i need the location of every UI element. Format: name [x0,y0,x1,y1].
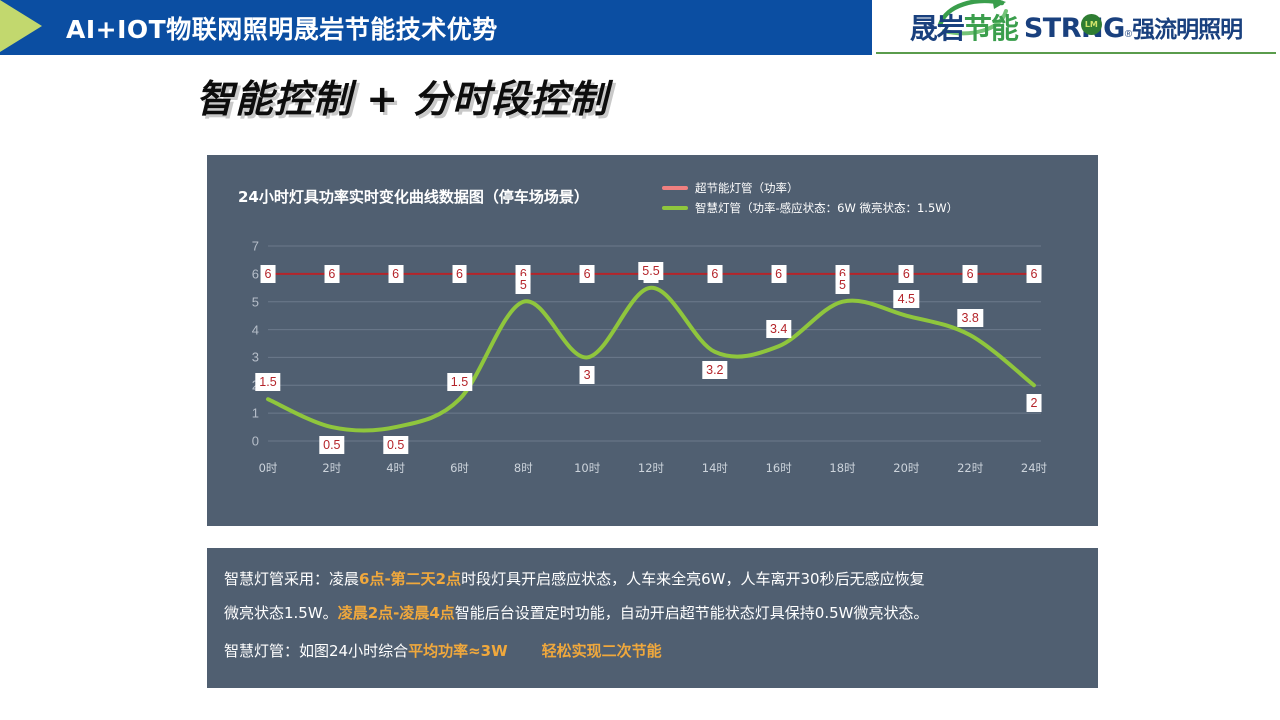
data-label: 3.4 [765,320,792,339]
lm-badge-icon: LM [1080,14,1102,35]
chart-title: 24小时灯具功率实时变化曲线数据图（停车场场景） [238,188,589,206]
x-axis-tick: 4时 [386,461,406,475]
data-label: 0.5 [319,436,345,455]
data-label: 5 [835,275,850,294]
note-line-3: 智慧灯管：如图24小时综合平均功率≈3W 轻松实现二次节能 [224,634,1081,668]
data-label: 3.8 [957,309,983,328]
x-axis-tick: 14时 [701,461,728,475]
x-axis-tick: 16时 [765,461,792,475]
logo-chinese-wrap: 晟岩节能 [909,0,1019,47]
data-label: 4.5 [893,289,920,308]
logo-english-wrap: STRNG ® 强流明照明 LM [1023,10,1243,44]
legend-item-1: 智慧灯管（功率-感应状态：6W 微亮状态：1.5W） [662,198,958,218]
data-label: 6 [579,264,595,283]
note-text: 时段灯具开启感应状态，人车来全亮6W，人车离开30秒后无感应恢复 [461,570,925,588]
data-label: 2 [1026,394,1042,413]
note-text: 智慧灯管采用：凌晨 [224,570,360,588]
data-label: 0.5 [382,436,409,455]
chevron-right-icon [0,0,42,52]
y-axis-tick: 0 [251,433,259,449]
x-axis-tick: 6时 [450,461,469,475]
data-label: 6 [452,264,467,283]
note-highlight-text: 轻松实现二次节能 [541,642,662,660]
legend-swatch-icon-1 [662,206,688,210]
data-label: 6 [898,264,914,283]
data-label: 3 [579,366,595,385]
legend-label-1: 智慧灯管（功率-感应状态：6W 微亮状态：1.5W） [695,201,959,215]
data-label: 1.5 [255,373,281,392]
x-axis-tick: 24时 [1020,461,1048,475]
y-axis-tick: 6 [251,266,259,282]
logo-english-text: STRNG [1023,13,1125,44]
notes-panel: 智慧灯管采用：凌晨6点-第二天2点时段灯具开启感应状态，人车来全亮6W，人车离开… [207,548,1098,688]
legend-swatch-icon-0 [662,186,688,190]
data-label: 5.5 [638,261,664,280]
brand-logo: 晟岩节能 STRNG ® 强流明照明 LM [876,0,1276,54]
note-text: 智能后台设置定时功能，自动开启超节能状态灯具保持0.5W微亮状态。 [454,604,929,622]
note-line-2: 微亮状态1.5W。凌晨2点-凌晨4点智能后台设置定时功能，自动开启超节能状态灯具… [224,596,1081,630]
x-axis-tick: 0时 [258,461,278,475]
note-text: 智慧灯管：如图24小时综合 [224,642,409,660]
x-axis-tick: 22时 [957,461,984,475]
y-axis-tick: 7 [251,238,259,254]
x-axis-tick: 10时 [574,461,601,475]
logo-chinese-suffix: 强流明照明 [1132,17,1243,43]
data-label: 6 [388,264,404,283]
page-title: 智能控制 + 分时段控制 [196,77,609,121]
x-axis-tick: 2时 [322,461,342,475]
data-label: 3.2 [702,360,728,379]
chart-legend: 超节能灯管（功率） 智慧灯管（功率-感应状态：6W 微亮状态：1.5W） [662,178,958,218]
header-banner: AI+IOT物联网照明晟岩节能技术优势 [0,0,872,52]
header-underline [0,52,872,55]
x-axis-tick: 8时 [513,461,533,475]
y-axis-tick: 1 [251,405,259,421]
y-axis-tick: 5 [251,294,259,310]
x-axis-tick: 12时 [637,461,665,475]
chart-panel: 24小时灯具功率实时变化曲线数据图（停车场场景） 超节能灯管（功率） 智慧灯管（… [207,155,1098,623]
note-highlight-text: 凌晨2点-凌晨4点 [337,604,455,622]
y-axis-tick: 3 [251,349,259,365]
data-label: 6 [771,264,787,283]
note-highlight-text: 平均功率≈3W [408,642,508,660]
registered-mark-icon: ® [1124,29,1133,40]
data-label: 6 [1026,264,1042,283]
legend-item-0: 超节能灯管（功率） [662,178,958,198]
header-title: AI+IOT物联网照明晟岩节能技术优势 [66,15,498,44]
data-label: 6 [707,264,723,283]
x-axis-tick: 20时 [893,461,920,475]
data-label: 6 [962,264,978,283]
note-text: 微亮状态1.5W。 [224,604,338,622]
note-highlight-text: 6点-第二天2点 [359,570,462,588]
x-axis-tick: 18时 [829,461,856,475]
data-label: 6 [260,264,276,283]
data-label: 1.5 [446,373,473,392]
y-axis-tick: 4 [251,322,259,338]
logo-chinese-text: 晟岩节能 [909,12,1019,45]
note-line-1: 智慧灯管采用：凌晨6点-第二天2点时段灯具开启感应状态，人车来全亮6W，人车离开… [224,562,1081,596]
legend-label-0: 超节能灯管（功率） [695,181,799,195]
data-label: 5 [515,275,531,294]
data-label: 6 [324,264,340,283]
